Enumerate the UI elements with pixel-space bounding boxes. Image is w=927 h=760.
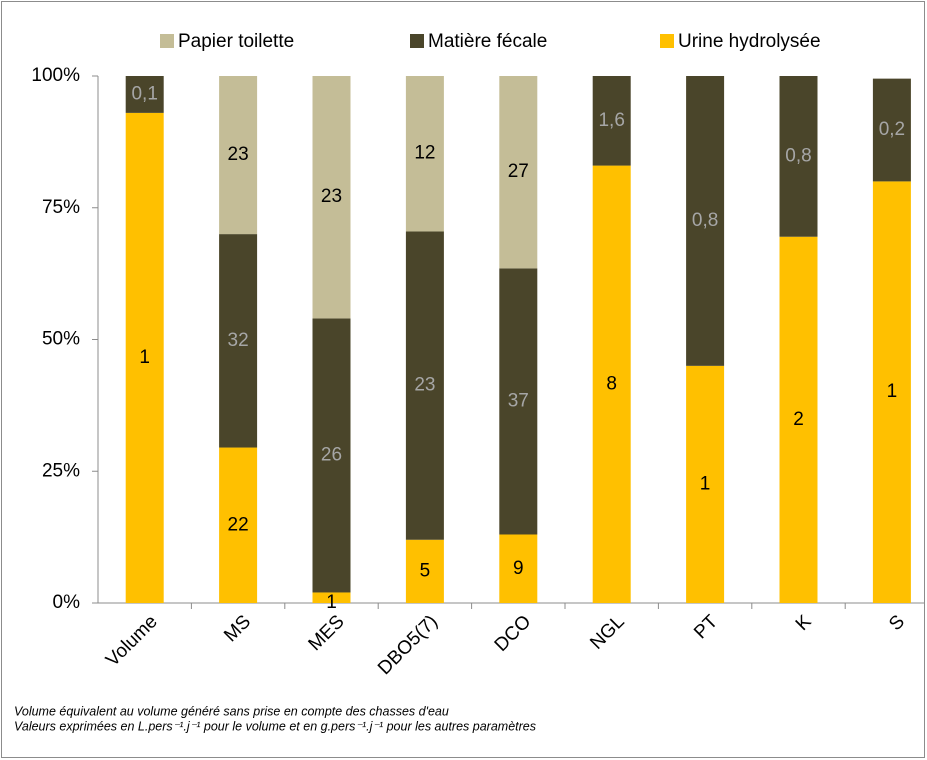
- bar-segment: [125, 76, 164, 113]
- bar-segment: [686, 365, 725, 603]
- data-label: 0,8: [692, 210, 718, 231]
- data-label: 37: [508, 390, 529, 411]
- y-tick-label: 50%: [42, 329, 80, 350]
- bar-segment: [499, 268, 538, 535]
- data-label: 0,1: [131, 83, 157, 104]
- bar-segment: [499, 76, 538, 269]
- y-tick-label: 0%: [53, 592, 81, 613]
- data-label: 22: [228, 514, 249, 535]
- footnote: Valeurs exprimées en L.pers⁻¹.j⁻¹ pour l…: [14, 719, 536, 733]
- data-label: 26: [321, 444, 342, 465]
- data-label: 2: [793, 409, 804, 430]
- bar-segment: [872, 78, 911, 182]
- bar-segment: [592, 76, 631, 166]
- bar-segment: [405, 76, 444, 232]
- bar-segment: [499, 534, 538, 603]
- bar-segment: [872, 181, 911, 603]
- bar-segment: [779, 76, 818, 237]
- bar-segment: [219, 447, 258, 603]
- bar-segment: [686, 76, 725, 366]
- bar-segment: [405, 539, 444, 603]
- data-label: 32: [228, 330, 249, 351]
- bar-segment: [405, 231, 444, 540]
- bar-segment: [219, 76, 258, 235]
- legend-label: Matière fécale: [428, 31, 547, 52]
- data-label: 8: [606, 373, 617, 394]
- bar-segment: [779, 236, 818, 604]
- legend-label: Urine hydrolysée: [678, 31, 821, 52]
- bar-segment: [592, 165, 631, 603]
- bar-segment: [312, 76, 351, 319]
- bar-segment: [125, 112, 164, 603]
- data-label: 1: [139, 347, 150, 368]
- data-label: 23: [321, 186, 342, 207]
- bar-segment: [312, 592, 351, 603]
- data-label: 5: [420, 560, 431, 581]
- data-label: 1: [887, 381, 898, 402]
- legend-swatch: [410, 34, 424, 48]
- data-label: 23: [414, 375, 435, 396]
- data-label: 1,6: [598, 110, 624, 131]
- y-tick-label: 25%: [42, 460, 80, 481]
- data-label: 23: [228, 144, 249, 165]
- bar-segment: [312, 318, 351, 593]
- y-tick-label: 75%: [42, 197, 80, 218]
- bar-segment: [219, 234, 258, 448]
- legend-swatch: [660, 34, 674, 48]
- footnote: Volume équivalent au volume généré sans …: [14, 704, 449, 718]
- data-label: 12: [414, 143, 435, 164]
- data-label: 1: [326, 592, 337, 613]
- data-label: 0,2: [879, 119, 905, 140]
- data-label: 27: [508, 161, 529, 182]
- data-label: 0,8: [785, 145, 811, 166]
- legend-swatch: [160, 34, 174, 48]
- data-label: 9: [513, 558, 524, 579]
- legend-label: Papier toilette: [178, 31, 294, 52]
- data-label: 1: [700, 473, 711, 494]
- y-tick-label: 100%: [31, 65, 80, 86]
